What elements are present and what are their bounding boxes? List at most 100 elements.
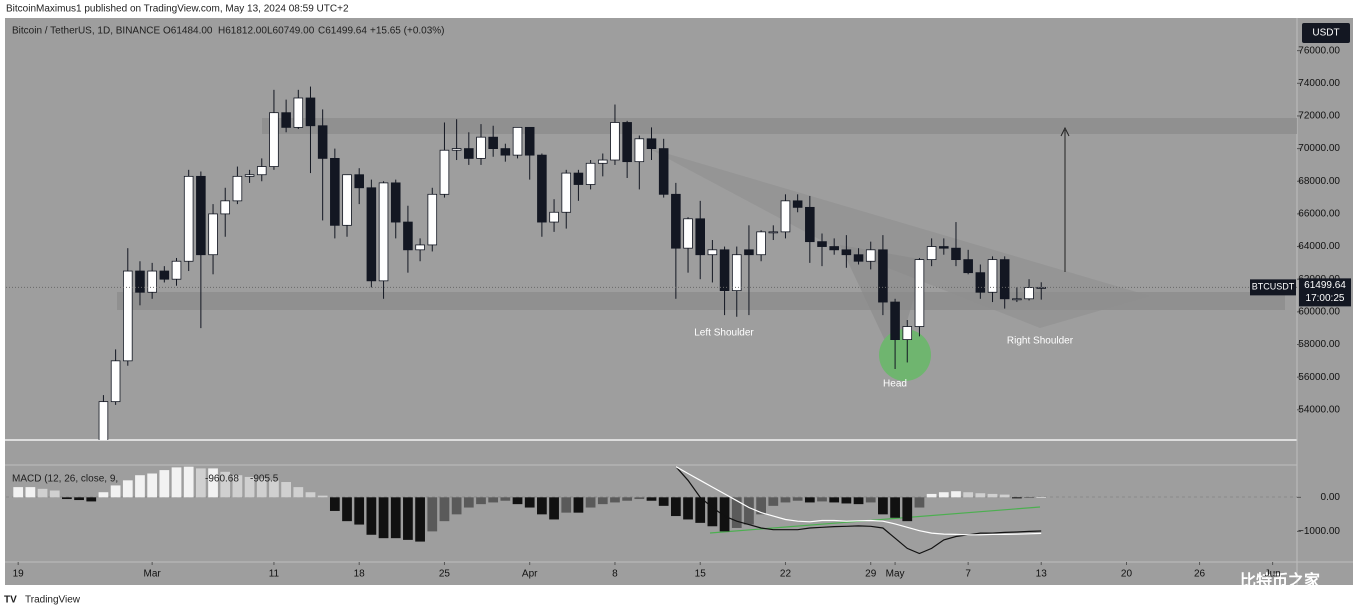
macd-bar	[719, 497, 730, 532]
macd-bar	[135, 475, 145, 498]
macd-bar	[902, 497, 913, 522]
macd-bar	[561, 497, 572, 513]
candle-body	[427, 193, 438, 246]
price-box	[1299, 278, 1351, 307]
x-tick-label: 25	[439, 569, 451, 580]
candle-body	[951, 247, 961, 261]
macd-bar	[451, 497, 462, 515]
macd-bar	[1012, 497, 1022, 499]
macd-bar	[731, 497, 742, 528]
annotation: Right Shoulder	[1007, 336, 1074, 347]
macd-bar	[670, 497, 681, 517]
y-tick-label: 56000.00	[1298, 372, 1340, 383]
candle-body	[244, 174, 255, 177]
macd-bar	[415, 497, 425, 542]
macd-bar	[841, 497, 852, 504]
macd-bar	[49, 490, 60, 498]
y-tick-label: 0.00	[1321, 492, 1341, 503]
y-tick-label: 70000.00	[1298, 143, 1340, 154]
y-tick-label: 64000.00	[1298, 241, 1340, 252]
macd-bar	[878, 497, 888, 515]
candles	[98, 86, 1047, 440]
candle-body	[646, 138, 657, 149]
candle-body	[256, 166, 267, 176]
macd-bar	[658, 497, 669, 506]
candle-body	[378, 182, 389, 282]
candle-body	[390, 182, 401, 223]
macd-bar	[342, 497, 352, 522]
macd-bar	[865, 497, 876, 503]
macd-bar	[683, 497, 693, 520]
macd-bar	[695, 497, 706, 523]
x-tick-label: 8	[612, 569, 618, 580]
x-tick-label: 15	[695, 569, 707, 580]
candle-body	[476, 136, 486, 159]
macd-bar	[403, 497, 413, 540]
candle-body	[963, 259, 973, 274]
macd-bar	[244, 476, 255, 498]
x-tick-label: Mar	[144, 569, 162, 580]
candle-body	[305, 97, 316, 127]
annotation: Head	[883, 379, 907, 390]
y-tick-label: 68000.00	[1298, 176, 1340, 187]
y-tick-label: 58000.00	[1298, 339, 1340, 350]
x-tick-label: Apr	[522, 569, 538, 580]
annotation: Left Shoulder	[694, 328, 754, 339]
macd-bar	[914, 497, 925, 508]
candle-body	[488, 136, 498, 149]
candle-body	[464, 148, 474, 159]
macd-bar	[634, 497, 645, 500]
macd-bar	[597, 497, 608, 505]
macd-bar	[232, 475, 243, 498]
candle-body	[926, 246, 937, 261]
macd-bar	[744, 497, 754, 525]
macd-readout: -960.68	[205, 474, 239, 485]
x-tick-label: May	[886, 569, 905, 580]
candle-body	[744, 249, 754, 256]
macd-bar	[281, 482, 291, 498]
candle-body	[524, 126, 535, 156]
macd-bar	[220, 471, 231, 498]
logo: TV	[4, 595, 17, 606]
candle-body	[171, 260, 182, 280]
candle-body	[403, 221, 413, 251]
macd-bar	[938, 492, 949, 498]
macd-line	[675, 466, 1042, 536]
macd-bar	[463, 497, 474, 508]
candle-body	[817, 241, 827, 247]
candle-body	[890, 301, 900, 341]
candle-body	[354, 174, 364, 189]
candle-body	[792, 200, 803, 208]
candle-body	[537, 154, 547, 223]
macd-bar	[476, 497, 486, 505]
macd-bar	[293, 487, 304, 498]
candle-body	[561, 172, 572, 213]
countdown: 17:00:25	[1306, 293, 1345, 304]
macd-bar	[110, 485, 121, 498]
candle-body	[768, 231, 779, 234]
y-tick-label: 60000.00	[1298, 306, 1340, 317]
macd-bar	[74, 497, 84, 501]
macd-bar	[354, 497, 365, 525]
candle-body	[719, 249, 730, 292]
macd-bar	[585, 497, 596, 508]
macd-bar	[183, 466, 194, 498]
x-tick-label: 18	[354, 569, 366, 580]
candle-body	[451, 148, 462, 151]
macd-bar	[707, 497, 718, 527]
macd-bar	[159, 470, 170, 498]
ohlc: L60749.00	[267, 26, 315, 37]
macd-bar	[378, 497, 389, 539]
candle-body	[317, 125, 328, 159]
candle-body	[634, 138, 645, 163]
candle-body	[999, 259, 1010, 300]
macd-bar	[817, 497, 827, 502]
price-label: 61499.64	[1304, 280, 1346, 291]
y-tick-label: 66000.00	[1298, 209, 1340, 220]
macd-bar	[62, 497, 72, 500]
macd-readout: -905.5	[250, 474, 279, 485]
macd-bar	[987, 493, 998, 498]
candle-body	[658, 148, 669, 195]
candle-body	[853, 254, 864, 262]
